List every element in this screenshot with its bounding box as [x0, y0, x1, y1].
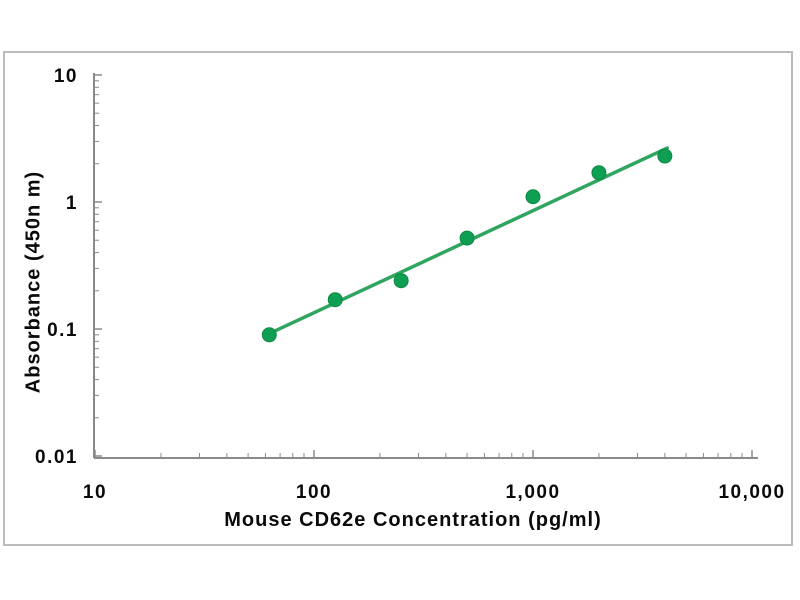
x-tick-label: 10,000: [718, 482, 785, 503]
y-tick-label: 0.1: [47, 320, 78, 341]
data-point: [459, 230, 475, 246]
x-tick-label: 10: [83, 482, 107, 503]
x-axis-title: Mouse CD62e Concentration (pg/ml): [224, 509, 602, 531]
data-point: [327, 292, 343, 308]
y-axis-title: Absorbance (450n m): [22, 170, 45, 394]
y-tick-label: 0.01: [35, 447, 78, 468]
y-tick-label: 1: [66, 193, 78, 214]
y-tick-label: 10: [54, 66, 78, 87]
data-point: [525, 189, 541, 205]
data-point: [591, 165, 607, 181]
data-point: [657, 148, 673, 164]
chart-frame: [3, 51, 793, 546]
x-tick-label: 100: [296, 482, 332, 503]
x-tick-label: 1,000: [505, 482, 560, 503]
data-point: [393, 273, 409, 289]
data-point: [261, 327, 277, 343]
